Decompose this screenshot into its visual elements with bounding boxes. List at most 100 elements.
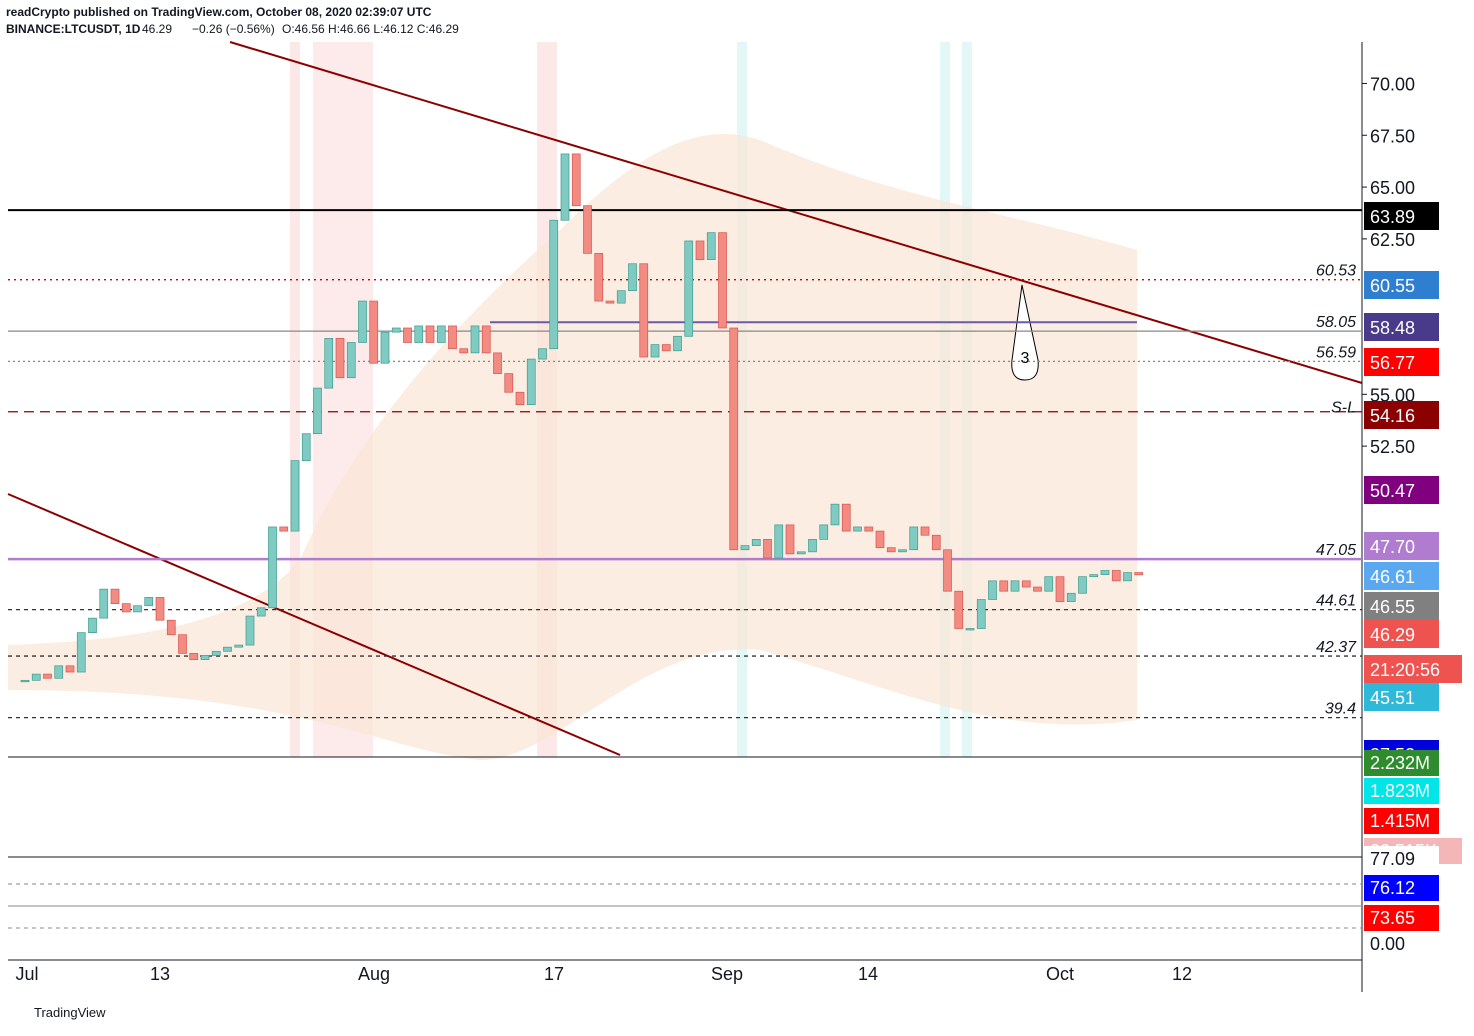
price-label: 46.61: [1370, 567, 1415, 587]
candle: [391, 327, 401, 333]
price-label: 45.51: [1370, 688, 1415, 708]
price-label-box: [1364, 271, 1439, 299]
candle: [211, 650, 221, 656]
candle: [200, 655, 210, 660]
level-label: 58.05: [1316, 314, 1356, 331]
candle: [763, 539, 772, 559]
candle: [853, 526, 862, 532]
x-tick-label: 14: [858, 964, 878, 984]
level-label: S-L: [1331, 400, 1356, 417]
candle: [43, 673, 52, 679]
candle: [841, 503, 851, 532]
x-tick-label: Aug: [358, 964, 390, 984]
candle: [369, 300, 379, 364]
price-label-box: [1364, 401, 1439, 429]
candle: [605, 300, 615, 304]
candle: [684, 240, 694, 337]
candle: [459, 348, 469, 354]
candle: [538, 348, 547, 360]
volume-label-box: [1364, 808, 1439, 834]
candle: [245, 615, 255, 646]
volume-label-box: [1364, 778, 1439, 804]
candle: [110, 588, 120, 604]
candle: [504, 373, 514, 393]
annotation: 3: [1021, 350, 1030, 367]
candle: [1021, 580, 1031, 588]
level-label: 47.05: [1316, 542, 1356, 559]
change: −0.26 (−0.56%): [192, 22, 275, 36]
candle: [909, 526, 919, 551]
level-label: 44.61: [1316, 593, 1356, 610]
candle: [1089, 574, 1099, 578]
candle: [751, 539, 761, 546]
candle: [189, 653, 199, 660]
x-tick-label: 12: [1172, 964, 1192, 984]
y-tick-label: 52.50: [1370, 437, 1415, 457]
candle: [886, 547, 896, 553]
price-label: 63.89: [1370, 207, 1415, 227]
candle: [178, 634, 187, 654]
candle: [864, 526, 874, 532]
candle: [324, 338, 334, 389]
ohlc: O:46.56 H:46.66 L:46.12 C:46.29: [282, 22, 459, 36]
candle: [965, 628, 975, 631]
candle: [76, 632, 86, 673]
candle: [1134, 572, 1144, 576]
candle: [403, 327, 412, 343]
x-tick-label: Oct: [1046, 964, 1074, 984]
x-tick-label: 13: [150, 964, 170, 984]
candle: [301, 433, 311, 461]
candle: [121, 603, 131, 613]
candle: [560, 153, 570, 221]
candle: [31, 673, 41, 681]
candle: [549, 219, 559, 350]
candle: [706, 232, 716, 260]
x-tick-label: Sep: [711, 964, 743, 984]
candle: [931, 534, 941, 551]
candle: [1078, 576, 1087, 594]
candle: [515, 391, 525, 406]
candle: [223, 646, 232, 652]
candle: [628, 263, 637, 292]
candle: [313, 387, 322, 435]
candle: [358, 300, 367, 343]
candle: [99, 588, 109, 619]
candle: [1123, 572, 1132, 582]
candle: [830, 503, 840, 526]
candle: [650, 344, 660, 358]
price-label: 58.48: [1370, 318, 1415, 338]
candle: [943, 549, 952, 592]
candle: [954, 590, 964, 629]
price-label-box: [1364, 592, 1439, 620]
candle: [1100, 570, 1110, 575]
candle: [1044, 576, 1054, 592]
x-tick-label: 17: [544, 964, 564, 984]
candle: [88, 617, 97, 634]
volume-label-box: [1364, 750, 1439, 776]
candle: [571, 153, 581, 207]
decor: [7, 41, 1363, 992]
candle: [729, 327, 739, 551]
candle: [144, 597, 154, 607]
candle: [808, 539, 817, 553]
candle: [425, 325, 435, 343]
osc-label-box: [1364, 846, 1439, 872]
price-label-box: [1364, 202, 1439, 230]
volume-label: 1.415M: [1370, 811, 1430, 831]
candle: [616, 290, 626, 304]
price-label: 46.29: [1370, 625, 1415, 645]
candle: [155, 597, 165, 621]
candle: [290, 460, 300, 532]
price-label-box: [1364, 532, 1439, 560]
level-label: 60.53: [1316, 263, 1356, 280]
candle: [1010, 580, 1020, 592]
candle: [380, 331, 390, 364]
candle: [448, 325, 457, 350]
osc-label: 76.12: [1370, 878, 1415, 898]
price-label: 56.77: [1370, 353, 1415, 373]
candle: [268, 526, 277, 609]
candle: [673, 335, 682, 352]
countdown-box: [1364, 655, 1462, 683]
candle: [740, 545, 750, 551]
candle: [796, 551, 806, 555]
